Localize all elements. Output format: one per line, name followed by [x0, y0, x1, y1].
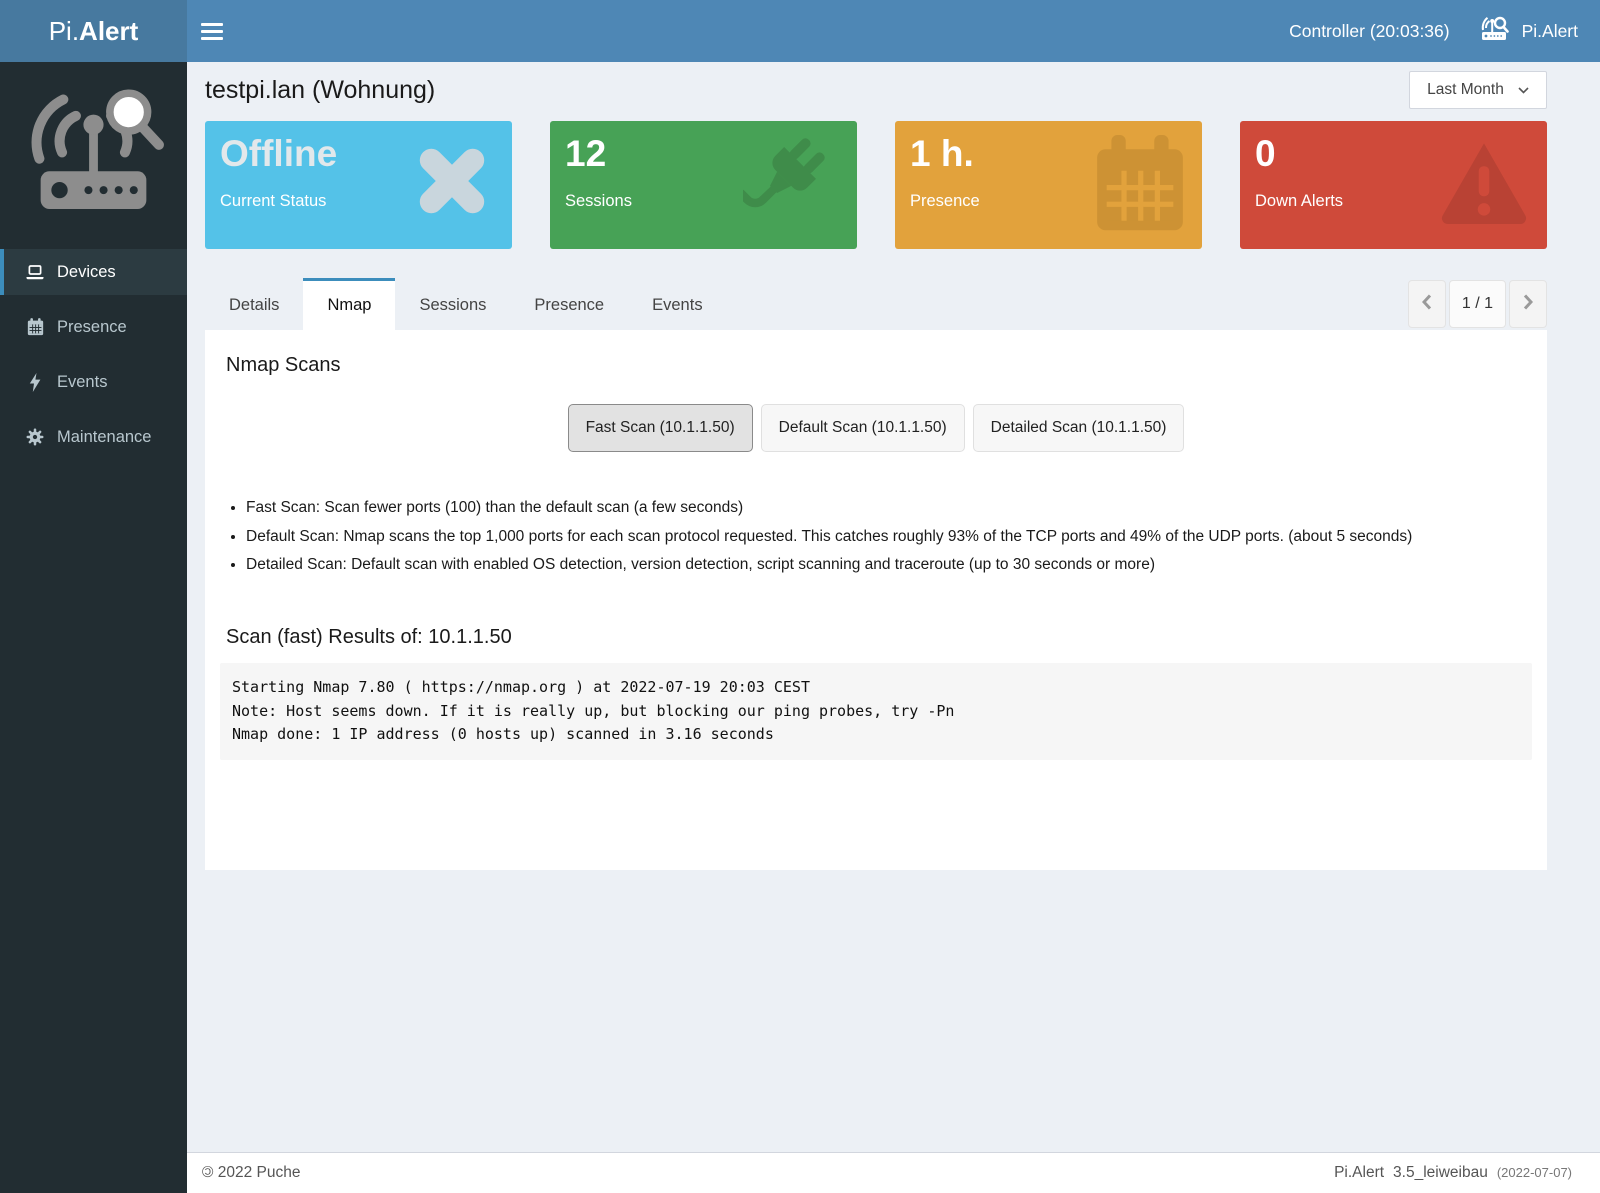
sessions-label: Sessions — [565, 191, 632, 210]
brand-logo[interactable]: Pi. Alert — [0, 0, 187, 62]
footer-app-name: Pi.Alert — [1334, 1164, 1385, 1181]
page-title: testpi.lan (Wohnung) — [205, 75, 436, 104]
presence-label: Presence — [910, 191, 980, 210]
tab-sessions[interactable]: Sessions — [395, 278, 510, 330]
tab-details[interactable]: Details — [205, 278, 303, 330]
hamburger-menu-icon[interactable] — [187, 0, 237, 62]
gear-icon — [25, 428, 45, 446]
controller-clock-link[interactable]: Controller (20:03:36) — [1289, 20, 1450, 41]
bolt-icon — [25, 372, 45, 392]
chevron-right-icon — [1523, 293, 1534, 315]
status-box-down-alerts[interactable]: 0 Down Alerts — [1240, 121, 1547, 249]
status-box-presence[interactable]: 1 h. Presence — [895, 121, 1202, 249]
top-navbar: Controller (20:03:36) — [187, 0, 1600, 62]
period-dropdown[interactable]: Last Month — [1409, 71, 1547, 109]
nmap-panel: Nmap Scans Fast Scan (10.1.1.50) Default… — [205, 330, 1547, 870]
down-alerts-label: Down Alerts — [1255, 191, 1344, 210]
brand-suffix: Alert — [79, 15, 139, 46]
sidebar-item-label: Maintenance — [57, 427, 152, 446]
prev-device-button[interactable] — [1408, 280, 1446, 328]
sidebar-item-devices[interactable]: Devices — [0, 249, 187, 295]
tab-presence[interactable]: Presence — [510, 278, 628, 330]
content-spacer — [187, 870, 1600, 1152]
scan-notes-list: Fast Scan: Scan fewer ports (100) than t… — [246, 499, 1532, 574]
plug-icon — [737, 135, 843, 240]
fast-scan-button[interactable]: Fast Scan (10.1.1.50) — [567, 404, 753, 452]
sidebar-menu: Devices — [0, 249, 187, 460]
footer-copyright: © 2022 Puche — [202, 1164, 300, 1182]
status-box-current-status[interactable]: Offline Current Status — [205, 121, 512, 249]
footer-version: Pi.Alert 3.5_leiweibau (2022-07-07) — [1334, 1164, 1572, 1182]
app-home-link[interactable]: Pi.Alert — [1476, 16, 1578, 47]
copyleft-icon: © — [202, 1164, 214, 1181]
period-dropdown-value: Last Month — [1427, 81, 1504, 98]
scan-note: Default Scan: Nmap scans the top 1,000 p… — [246, 528, 1532, 546]
status-box-sessions[interactable]: 12 Sessions — [550, 121, 857, 249]
chevron-down-icon — [1518, 81, 1529, 99]
page-indicator: 1 / 1 — [1449, 280, 1506, 328]
sidebar-item-maintenance[interactable]: Maintenance — [0, 414, 187, 460]
sidebar-item-label: Presence — [57, 317, 127, 336]
scan-note: Detailed Scan: Default scan with enabled… — [246, 556, 1532, 574]
scan-buttons: Fast Scan (10.1.1.50) Default Scan (10.1… — [220, 404, 1532, 452]
nmap-output: Starting Nmap 7.80 ( https://nmap.org ) … — [220, 663, 1532, 760]
brand-prefix: Pi. — [48, 15, 80, 46]
sidebar: Devices — [0, 62, 187, 1193]
footer-version-number: 3.5_leiweibau — [1393, 1164, 1488, 1181]
tab-label: Presence — [534, 296, 605, 314]
nmap-scans-heading: Nmap Scans — [226, 354, 341, 376]
status-label: Current Status — [220, 191, 327, 210]
sessions-value: 12 — [565, 133, 607, 174]
presence-value: 1 h. — [910, 133, 974, 174]
next-device-button[interactable] — [1509, 280, 1547, 328]
footer-copyright-text: 2022 Puche — [217, 1164, 301, 1181]
calendar-icon — [1092, 135, 1188, 240]
footer-version-date: (2022-07-07) — [1496, 1165, 1572, 1180]
tab-label: Events — [652, 296, 703, 314]
scan-results-heading: Scan (fast) Results of: 10.1.1.50 — [226, 626, 512, 648]
down-alerts-value: 0 — [1255, 133, 1276, 174]
top-header: Pi. Alert Controller (20:03:36) — [0, 0, 1600, 62]
laptop-icon — [25, 264, 45, 281]
tab-nmap[interactable]: Nmap — [303, 278, 396, 330]
tab-label: Details — [229, 296, 280, 314]
router-scan-icon — [1476, 16, 1512, 47]
tab-events[interactable]: Events — [628, 278, 726, 330]
sidebar-item-label: Devices — [57, 262, 116, 281]
tab-label: Sessions — [419, 296, 487, 314]
default-scan-button[interactable]: Default Scan (10.1.1.50) — [760, 404, 965, 452]
x-icon — [406, 135, 498, 232]
router-scan-logo — [0, 62, 187, 243]
summary-boxes: Offline Current Status 12 Sessions — [205, 121, 1547, 249]
scan-note: Fast Scan: Scan fewer ports (100) than t… — [246, 499, 1532, 517]
footer: © 2022 Puche Pi.Alert 3.5_leiweibau (202… — [187, 1152, 1600, 1193]
tab-label: Nmap — [327, 296, 372, 314]
calendar-icon — [25, 318, 45, 336]
warning-triangle-icon — [1435, 135, 1533, 236]
device-pagination: 1 / 1 — [1408, 278, 1547, 330]
sidebar-item-presence[interactable]: Presence — [0, 304, 187, 350]
app-label: Pi.Alert — [1521, 20, 1578, 41]
detail-tabs: Details Nmap Sessions Presence Events — [205, 278, 727, 330]
detailed-scan-button[interactable]: Detailed Scan (10.1.1.50) — [972, 404, 1185, 452]
chevron-left-icon — [1421, 293, 1432, 315]
sidebar-item-events[interactable]: Events — [0, 359, 187, 405]
status-value: Offline — [220, 133, 338, 174]
sidebar-item-label: Events — [57, 372, 108, 391]
